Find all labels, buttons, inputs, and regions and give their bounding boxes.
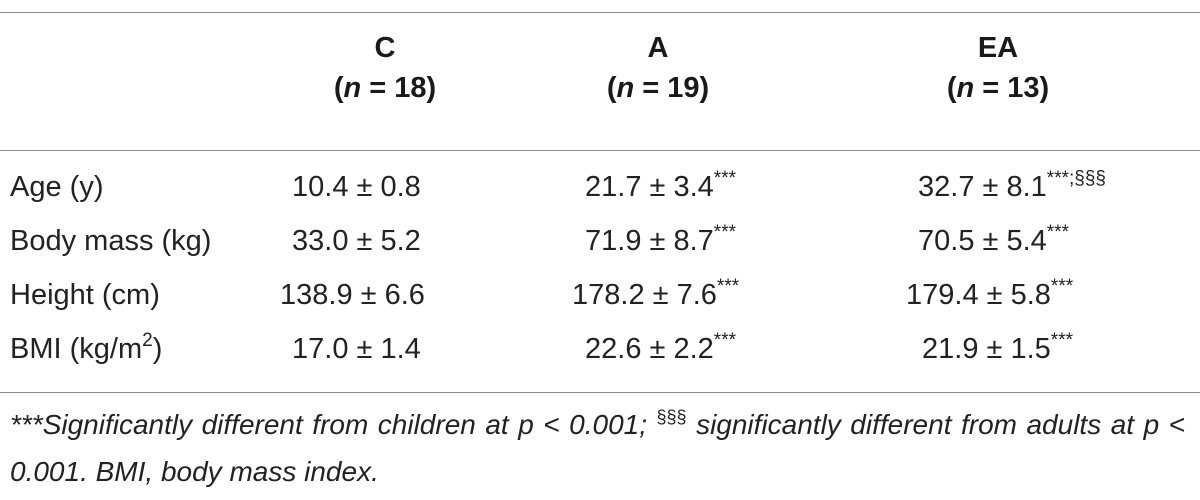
column-n-label: (n = 18) (333, 72, 437, 104)
table-footnote: ***Significantly different from children… (10, 403, 1185, 494)
row-label: Body mass (kg) (10, 225, 212, 257)
cell-ea: 21.9 ± 1.5*** (922, 330, 1073, 365)
cell-ea: 70.5 ± 5.4*** (918, 222, 1069, 257)
footnote-text-adults: significantly different from adults at p… (10, 409, 1185, 487)
footnote-mark-children: *** (10, 409, 43, 440)
row-label: Height (cm) (10, 279, 160, 311)
cell-a: 22.6 ± 2.2*** (585, 330, 736, 365)
table-row: BMI (kg/m2) 17.0 ± 1.4 22.6 ± 2.2*** 21.… (0, 322, 1200, 376)
table-header-rule (0, 150, 1200, 151)
row-label: BMI (kg/m2) (10, 330, 163, 365)
table-row: Height (cm) 138.9 ± 6.6 178.2 ± 7.6*** 1… (0, 268, 1200, 322)
cell-a: 21.7 ± 3.4*** (585, 168, 736, 203)
footnote-mark-adults: §§§ (656, 407, 687, 427)
footnote-text-children: Significantly different from children at… (42, 409, 657, 440)
cell-c: 17.0 ± 1.4 (292, 333, 421, 365)
column-group-label: EA (977, 32, 1019, 64)
table-row: Age (y) 10.4 ± 0.8 21.7 ± 3.4*** 32.7 ± … (0, 160, 1200, 214)
cell-c: 33.0 ± 5.2 (292, 225, 421, 257)
column-group-label: A (647, 32, 669, 64)
cell-ea: 32.7 ± 8.1***;§§§ (918, 168, 1106, 203)
column-header-ea: EA (n = 13) (898, 28, 1098, 108)
table-row: Body mass (kg) 33.0 ± 5.2 71.9 ± 8.7*** … (0, 214, 1200, 268)
table-top-rule (0, 12, 1200, 13)
column-n-label: (n = 13) (946, 72, 1050, 104)
column-group-label: C (374, 32, 396, 64)
table-bottom-rule (0, 392, 1200, 393)
cell-a: 178.2 ± 7.6*** (572, 276, 740, 311)
cell-c: 10.4 ± 0.8 (292, 171, 421, 203)
cell-ea: 179.4 ± 5.8*** (906, 276, 1074, 311)
column-header-a: A (n = 19) (558, 28, 758, 108)
cell-c: 138.9 ± 6.6 (280, 279, 425, 311)
column-header-c: C (n = 18) (285, 28, 485, 108)
cell-a: 71.9 ± 8.7*** (585, 222, 736, 257)
column-n-label: (n = 19) (606, 72, 710, 104)
row-label: Age (y) (10, 171, 104, 203)
